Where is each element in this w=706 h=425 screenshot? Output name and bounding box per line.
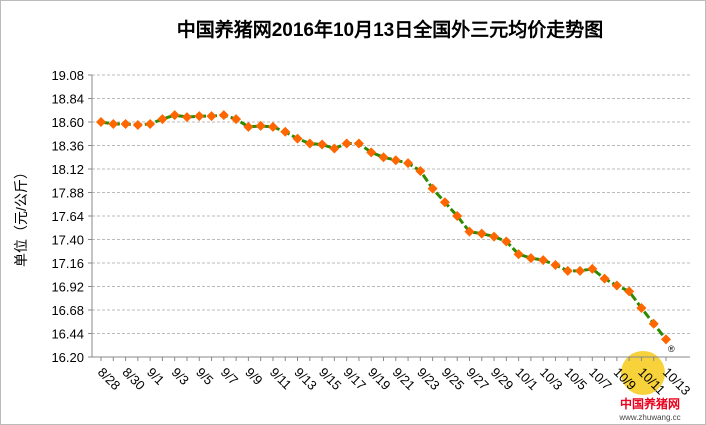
y-tick-label: 17.88 [51, 186, 84, 201]
marker [661, 334, 671, 345]
marker [587, 263, 598, 274]
marker [194, 111, 205, 122]
marker [292, 133, 303, 144]
marker [403, 158, 414, 169]
marker [157, 114, 168, 125]
marker [501, 236, 512, 247]
marker [648, 318, 659, 329]
marker [562, 265, 573, 276]
marker [427, 183, 438, 194]
y-tick-label: 18.36 [51, 139, 84, 154]
logo-url: www.zhuwang.cc [618, 413, 680, 422]
marker [611, 280, 622, 291]
marker [329, 143, 340, 154]
marker [464, 226, 475, 237]
y-tick-label: 18.60 [51, 115, 84, 130]
y-tick-label: 16.92 [51, 280, 84, 295]
y-axis-label: 单位（元/公斤） [13, 165, 29, 267]
marker [366, 147, 377, 158]
marker [243, 121, 254, 132]
marker [255, 120, 266, 131]
marker [636, 303, 647, 314]
marker [231, 114, 242, 125]
marker [624, 286, 635, 297]
marker [513, 249, 524, 260]
marker [181, 112, 192, 123]
marker [218, 110, 229, 121]
logo-text: 中国养猪网 [620, 396, 680, 411]
marker [206, 111, 217, 122]
marker [96, 117, 106, 127]
y-tick-label: 16.20 [51, 350, 84, 365]
marker [525, 253, 536, 264]
y-tick-label: 16.44 [51, 327, 84, 342]
y-tick-label: 17.64 [51, 209, 84, 224]
y-tick-label: 19.08 [51, 68, 84, 83]
marker [538, 255, 549, 266]
y-tick-label: 16.68 [51, 303, 84, 318]
marker [267, 121, 278, 132]
marker [378, 152, 389, 163]
marker [550, 259, 561, 270]
marker [145, 118, 156, 129]
marker [599, 273, 610, 284]
marker [280, 126, 291, 137]
marker [304, 138, 315, 149]
marker [489, 231, 500, 242]
marker [439, 197, 450, 208]
y-tick-label: 18.12 [51, 162, 84, 177]
marker [169, 110, 180, 121]
y-tick-label: 18.84 [51, 92, 84, 107]
marker [108, 118, 119, 129]
marker [120, 118, 131, 129]
logo [621, 351, 665, 395]
marker [317, 139, 328, 150]
marker [452, 211, 463, 221]
logo-mark: ® [668, 344, 675, 354]
marker [476, 228, 487, 239]
marker [353, 138, 364, 149]
chart-title: 中国养猪网2016年10月13日全国外三元均价走势图 [177, 18, 604, 41]
y-tick-label: 17.16 [51, 256, 84, 271]
marker [415, 165, 426, 176]
marker [390, 155, 401, 166]
y-tick-label: 17.40 [51, 233, 84, 248]
marker [575, 265, 586, 276]
marker [132, 119, 143, 130]
marker [341, 138, 352, 149]
